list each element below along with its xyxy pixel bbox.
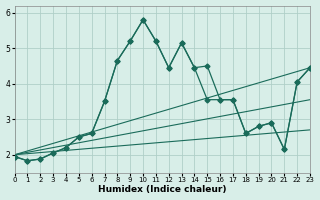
X-axis label: Humidex (Indice chaleur): Humidex (Indice chaleur): [98, 185, 227, 194]
